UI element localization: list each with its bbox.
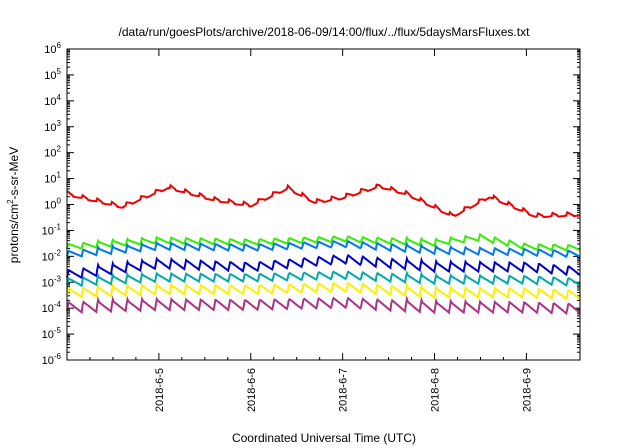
y-tick-label: 105 xyxy=(44,67,61,82)
y-axis-ticks: 106 105 104 103 102 101 100 10-1 10-2 10-3 10-4 10-… xyxy=(42,41,580,367)
series-line xyxy=(66,295,581,316)
series-line xyxy=(66,183,581,219)
y-tick-label: 10-3 xyxy=(42,274,62,289)
x-tick-label: 2018-6-6 xyxy=(246,368,258,412)
y-tick-label: 102 xyxy=(44,145,61,160)
series-line xyxy=(66,232,581,252)
plot-frame xyxy=(66,48,581,361)
y-tick-label: 10-5 xyxy=(42,326,62,341)
x-axis-label: Coordinated Universal Time (UTC) xyxy=(232,431,416,445)
y-tick-label: 10-4 xyxy=(42,300,62,315)
y-tick-label: 10-6 xyxy=(42,352,62,367)
y-tick-label: 101 xyxy=(44,171,61,186)
y-tick-label: 106 xyxy=(44,41,61,56)
series-line xyxy=(66,240,581,259)
y-tick-label: 10-2 xyxy=(42,248,62,263)
x-tick-label: 2018-6-8 xyxy=(430,368,442,412)
x-tick-label: 2018-6-7 xyxy=(338,368,350,412)
y-tick-label: 100 xyxy=(44,197,61,212)
y-tick-label: 104 xyxy=(44,93,61,108)
plot-lines xyxy=(66,183,581,316)
y-tick-label: 103 xyxy=(44,119,61,134)
y-axis-label: protons/cm2-s-sr-MeV xyxy=(6,147,21,263)
x-tick-label: 2018-6-9 xyxy=(521,368,533,412)
chart-title: /data/run/goesPlots/archive/2018-06-09/1… xyxy=(119,25,531,39)
series-line xyxy=(66,270,581,288)
series-line xyxy=(66,281,581,301)
x-tick-label: 2018-6-5 xyxy=(154,368,166,412)
y-tick-label: 10-1 xyxy=(42,222,62,237)
series-line xyxy=(66,253,581,280)
x-axis-ticks: 2018-6-5 2018-6-6 2018-6-7 2018-6-8 2018-6-9 xyxy=(89,49,533,412)
